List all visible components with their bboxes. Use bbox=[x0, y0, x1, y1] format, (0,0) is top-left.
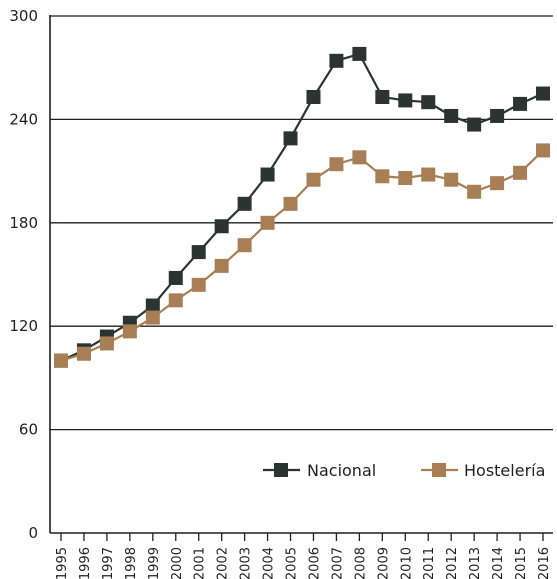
series-line-nacional bbox=[60, 52, 544, 362]
point-nacional-2015 bbox=[513, 96, 528, 111]
x-tick-label-2013: 2013 bbox=[468, 547, 483, 579]
legend-label-hosteleria: Hostelería bbox=[464, 461, 545, 480]
x-tick-label-2006: 2006 bbox=[307, 547, 322, 579]
point-nacional-2012 bbox=[444, 108, 459, 123]
legend-item-nacional: Nacional bbox=[263, 461, 376, 480]
x-tick-label-2010: 2010 bbox=[399, 547, 414, 579]
point-hosteleria-1999 bbox=[145, 310, 160, 325]
series-hosteleria bbox=[54, 143, 550, 368]
y-tick-label-120: 120 bbox=[9, 317, 38, 335]
x-tick-label-2009: 2009 bbox=[376, 547, 391, 579]
legend-label-nacional: Nacional bbox=[307, 461, 376, 480]
y-axis-tick-labels: 0 60 120 180 240 300 bbox=[9, 7, 38, 542]
point-hosteleria-2012 bbox=[444, 172, 459, 187]
legend-marker-hosteleria bbox=[432, 463, 446, 477]
point-hosteleria-2005 bbox=[283, 196, 298, 211]
point-hosteleria-1998 bbox=[122, 324, 137, 339]
point-nacional-2003 bbox=[237, 196, 252, 211]
x-tick-label-2014: 2014 bbox=[491, 547, 506, 579]
x-tick-label-2003: 2003 bbox=[239, 547, 254, 579]
point-hosteleria-1995 bbox=[54, 353, 68, 368]
x-axis-tick-labels: 1995 1996 1997 1998 1999 2000 2001 2002 2003 2004… bbox=[55, 547, 552, 579]
point-hosteleria-2014 bbox=[490, 176, 505, 191]
x-tick-label-2000: 2000 bbox=[170, 547, 185, 579]
x-tick-label-1998: 1998 bbox=[124, 547, 139, 579]
y-tick-label-0: 0 bbox=[28, 524, 38, 542]
x-tick-label-2004: 2004 bbox=[262, 547, 277, 579]
point-nacional-2005 bbox=[283, 131, 298, 146]
x-tick-label-2011: 2011 bbox=[422, 547, 437, 579]
point-hosteleria-2004 bbox=[260, 215, 275, 230]
x-tick-label-1997: 1997 bbox=[101, 547, 116, 579]
point-hosteleria-2010 bbox=[398, 170, 413, 185]
y-tick-label-240: 240 bbox=[9, 110, 38, 128]
y-tick-label-300: 300 bbox=[9, 7, 38, 25]
x-tick-label-2015: 2015 bbox=[514, 547, 529, 579]
x-tick-label-1996: 1996 bbox=[78, 547, 93, 579]
point-hosteleria-2007 bbox=[329, 157, 344, 172]
point-nacional-2006 bbox=[306, 90, 321, 104]
x-tick-label-1995: 1995 bbox=[55, 547, 70, 579]
point-hosteleria-2002 bbox=[214, 258, 229, 273]
point-nacional-2016 bbox=[536, 86, 550, 101]
point-nacional-2004 bbox=[260, 167, 275, 182]
series-line-hosteleria bbox=[60, 149, 544, 362]
x-tick-label-2007: 2007 bbox=[330, 547, 345, 579]
y-tick-label-180: 180 bbox=[9, 214, 38, 232]
x-tick-label-2016: 2016 bbox=[537, 547, 552, 579]
point-nacional-1999 bbox=[145, 298, 160, 313]
x-tick-label-2002: 2002 bbox=[216, 547, 231, 579]
point-nacional-2013 bbox=[467, 117, 482, 132]
point-hosteleria-2015 bbox=[513, 165, 528, 180]
point-hosteleria-2016 bbox=[536, 143, 550, 158]
x-tick-label-2008: 2008 bbox=[353, 547, 368, 579]
point-nacional-2011 bbox=[421, 95, 436, 110]
point-hosteleria-2008 bbox=[352, 150, 367, 165]
point-hosteleria-2003 bbox=[237, 238, 252, 253]
series-nacional bbox=[54, 46, 550, 368]
point-nacional-2009 bbox=[375, 90, 390, 104]
legend: Nacional Hostelería bbox=[263, 461, 545, 480]
x-tick-label-2012: 2012 bbox=[445, 547, 460, 579]
point-hosteleria-2011 bbox=[421, 167, 436, 182]
point-hosteleria-2001 bbox=[191, 277, 206, 292]
point-hosteleria-2006 bbox=[306, 172, 321, 187]
grid-lines bbox=[50, 15, 553, 431]
legend-item-hosteleria: Hostelería bbox=[421, 461, 545, 480]
point-nacional-2002 bbox=[214, 219, 229, 234]
series bbox=[54, 46, 550, 368]
legend-marker-nacional bbox=[274, 463, 288, 477]
x-tick-label-2001: 2001 bbox=[193, 547, 208, 579]
point-nacional-2007 bbox=[329, 53, 344, 68]
axes bbox=[49, 15, 553, 541]
point-hosteleria-2013 bbox=[467, 184, 482, 199]
x-tick-label-1999: 1999 bbox=[147, 547, 162, 579]
point-nacional-2000 bbox=[168, 270, 183, 285]
point-nacional-2014 bbox=[490, 108, 505, 123]
point-hosteleria-1996 bbox=[76, 346, 91, 361]
point-nacional-2001 bbox=[191, 245, 206, 260]
point-hosteleria-1997 bbox=[99, 336, 114, 351]
y-tick-label-60: 60 bbox=[19, 421, 38, 439]
point-hosteleria-2009 bbox=[375, 169, 390, 184]
point-nacional-2008 bbox=[352, 46, 367, 61]
point-hosteleria-2000 bbox=[168, 293, 183, 308]
x-tick-label-2005: 2005 bbox=[285, 547, 300, 579]
point-nacional-2010 bbox=[398, 93, 413, 108]
